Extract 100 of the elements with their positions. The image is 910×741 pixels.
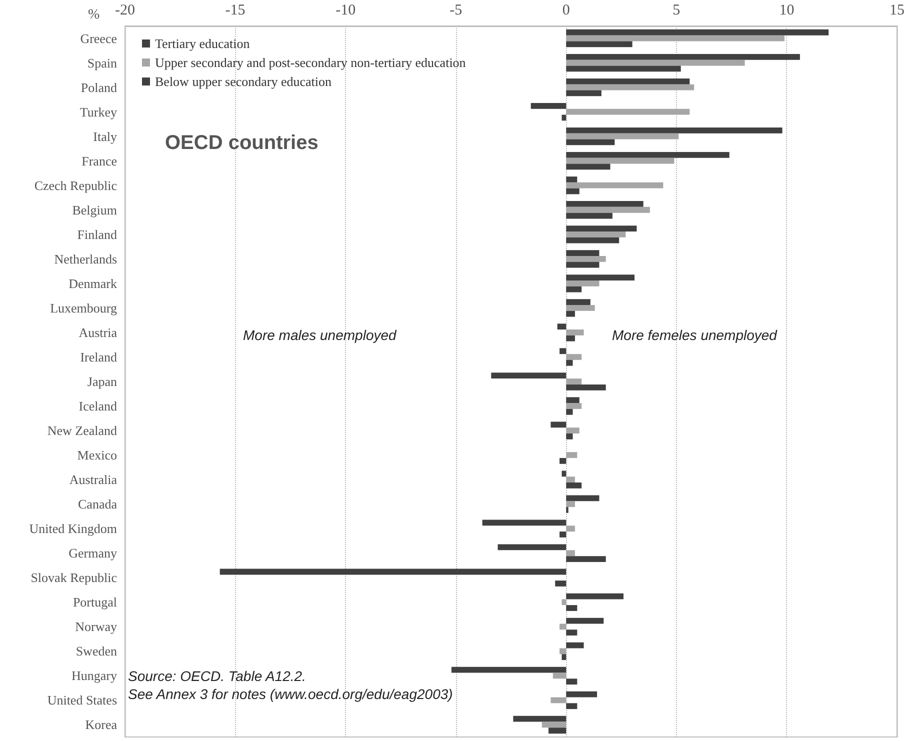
bar xyxy=(566,691,598,698)
bar xyxy=(566,286,582,292)
bar xyxy=(566,226,637,232)
annotation: Source: OECD. Table A12.2. xyxy=(128,668,306,684)
y-tick-label: New Zealand xyxy=(47,423,118,438)
y-tick-label: Germany xyxy=(68,546,118,561)
bar xyxy=(220,568,566,575)
y-tick-label: Canada xyxy=(78,496,118,512)
x-tick-label: -5 xyxy=(450,2,462,18)
y-tick-label: Luxembourg xyxy=(50,300,118,316)
bar xyxy=(566,78,690,84)
y-tick-label: Greece xyxy=(80,30,118,46)
bar xyxy=(566,618,604,624)
y-tick-label: Japan xyxy=(87,374,118,389)
y-tick-label: Iceland xyxy=(78,398,118,414)
bar xyxy=(566,250,600,256)
bar xyxy=(552,672,566,679)
bar xyxy=(451,666,566,673)
bar xyxy=(566,60,745,66)
bar xyxy=(566,310,575,317)
y-tick-label: Poland xyxy=(80,80,118,95)
y-tick-label: Spain xyxy=(87,55,118,70)
bar xyxy=(566,630,578,636)
bar xyxy=(566,378,582,384)
bar xyxy=(566,550,575,556)
bar xyxy=(566,158,674,164)
bar xyxy=(566,280,600,286)
bar xyxy=(566,526,575,532)
bar xyxy=(566,128,782,134)
bar xyxy=(566,182,664,188)
bar xyxy=(566,593,624,600)
y-tick-label: Sweden xyxy=(76,644,118,659)
bar xyxy=(566,176,578,182)
bar xyxy=(566,397,580,404)
annotation: More femeles unemployed xyxy=(612,327,778,343)
y-tick-label: United Kingdom xyxy=(29,521,117,536)
bar xyxy=(566,262,600,268)
y-tick-label: Mexico xyxy=(77,448,117,463)
bar xyxy=(562,114,566,121)
bar xyxy=(566,139,615,146)
bar xyxy=(560,648,566,654)
bar xyxy=(566,330,584,336)
bar xyxy=(566,299,590,306)
y-tick-label: Norway xyxy=(75,619,118,634)
legend-label: Upper secondary and post-secondary non-tertiary education xyxy=(155,55,466,70)
legend-label: Tertiary education xyxy=(155,36,250,51)
bar xyxy=(566,354,582,360)
bar xyxy=(548,728,566,734)
bar xyxy=(566,108,690,115)
bar xyxy=(566,212,612,219)
bar xyxy=(542,722,566,728)
x-tick-label: -10 xyxy=(336,2,356,18)
x-axis-title: % xyxy=(88,8,100,22)
bar xyxy=(566,188,580,194)
y-tick-label: United States xyxy=(47,692,117,708)
bar xyxy=(566,35,785,42)
y-tick-label: France xyxy=(82,153,118,168)
bar xyxy=(566,41,632,48)
y-tick-label: Austria xyxy=(78,324,118,340)
bar xyxy=(566,54,800,60)
bar xyxy=(566,231,626,238)
bar xyxy=(566,133,679,140)
bar xyxy=(566,642,584,648)
bar xyxy=(566,201,644,207)
bar xyxy=(560,532,566,538)
annotation: OECD countries xyxy=(165,132,318,154)
y-tick-label: Czech Republic xyxy=(34,178,118,193)
bar xyxy=(566,384,606,390)
y-tick-label: Denmark xyxy=(68,276,118,291)
x-tick-label: 15 xyxy=(890,2,904,18)
bar xyxy=(566,274,635,280)
bar xyxy=(566,206,650,213)
y-tick-label: Slovak Republic xyxy=(30,570,118,586)
x-tick-label: 5 xyxy=(672,2,680,18)
bar xyxy=(566,452,578,458)
bar xyxy=(566,408,573,415)
bar xyxy=(566,84,694,90)
y-tick-label: Belgium xyxy=(72,202,117,218)
bar xyxy=(566,335,575,342)
bar xyxy=(562,470,566,477)
bar xyxy=(566,66,681,72)
annotation: More males unemployed xyxy=(243,327,398,343)
bar xyxy=(562,599,566,606)
bar xyxy=(566,433,573,440)
bar xyxy=(566,605,578,611)
bar xyxy=(560,624,566,630)
bar xyxy=(482,520,566,526)
y-tick-label: Netherlands xyxy=(54,251,117,266)
bar xyxy=(566,90,602,96)
y-tick-label: Finland xyxy=(77,226,118,242)
bar xyxy=(557,324,566,330)
annotation: See Annex 3 for notes (www.oecd.org/edu/eag2003) xyxy=(128,686,453,702)
bar xyxy=(566,556,606,562)
x-tick-label: -20 xyxy=(115,2,135,18)
y-tick-label: Portugal xyxy=(72,594,118,610)
bar xyxy=(566,678,578,685)
bar xyxy=(566,164,610,170)
bar xyxy=(498,544,566,550)
bar xyxy=(566,152,730,158)
x-tick-label: 0 xyxy=(562,2,570,18)
